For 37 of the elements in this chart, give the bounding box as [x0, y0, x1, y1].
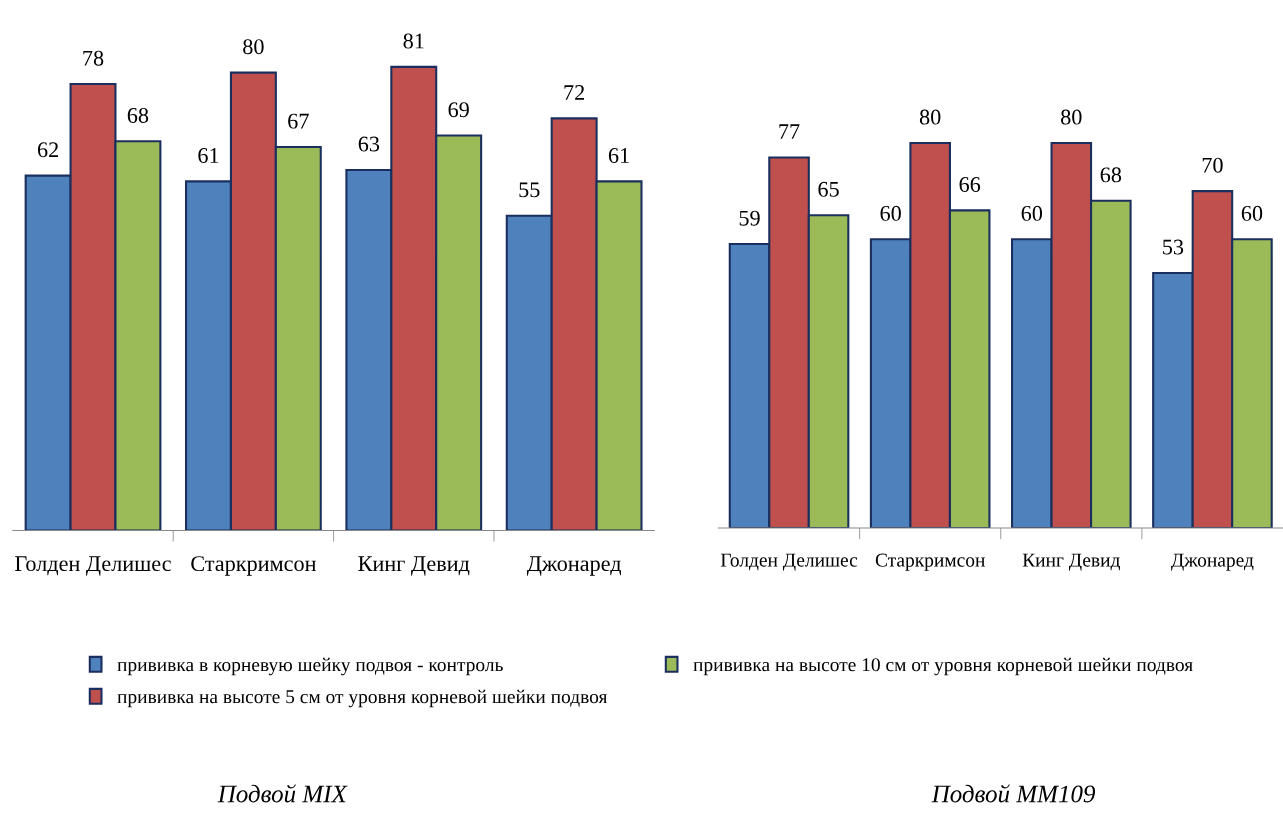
data-label: 80 — [243, 39, 264, 55]
x-tick-label: Джонаред — [1171, 553, 1254, 571]
data-label: 69 — [448, 102, 469, 118]
data-label: 68 — [1100, 167, 1122, 183]
data-label: 62 — [37, 142, 58, 158]
data-label: 65 — [818, 181, 839, 197]
data-label: 55 — [519, 182, 540, 198]
legend-label: прививка в корневую шейку подвоя - контроль — [117, 657, 503, 676]
data-label: 60 — [1241, 205, 1263, 221]
legend-label: прививка на высоте 10 см от уровня корневой шейки подвоя — [693, 657, 1193, 676]
data-label: 78 — [83, 50, 104, 66]
x-tick-label: Голден Делишес — [720, 553, 858, 571]
x-tick-label: Старкримсон — [875, 553, 985, 571]
data-label: 61 — [608, 148, 629, 163]
data-label: 80 — [1061, 109, 1082, 125]
data-label: 72 — [564, 85, 585, 100]
x-tick-label: Старкримсон — [191, 556, 316, 576]
x-tick-label: Кинг Девид — [1022, 553, 1120, 571]
data-label: 68 — [127, 107, 149, 123]
data-label: 63 — [358, 136, 380, 152]
data-label: 66 — [959, 177, 981, 192]
x-tick-label: Джонаред — [526, 556, 622, 576]
data-label: 67 — [288, 113, 309, 129]
data-label: 53 — [1163, 239, 1184, 255]
text: Подвой MIX — [217, 784, 348, 803]
x-tick-label: Голден Делишес — [15, 556, 171, 576]
data-label: 60 — [1021, 205, 1043, 221]
data-label: 59 — [739, 210, 760, 226]
x-tick-label: Кинг Девид — [358, 556, 470, 576]
data-label: 70 — [1202, 157, 1223, 173]
data-label: 80 — [919, 109, 941, 125]
data-label: 60 — [880, 205, 901, 221]
data-label: 81 — [403, 33, 424, 49]
text: Подвой MM109 — [931, 784, 1096, 803]
data-label: 61 — [198, 148, 219, 163]
data-label: 77 — [779, 124, 800, 139]
legend-label: прививка на высоте 5 см от уровня корневой шейки подвоя — [117, 689, 608, 708]
